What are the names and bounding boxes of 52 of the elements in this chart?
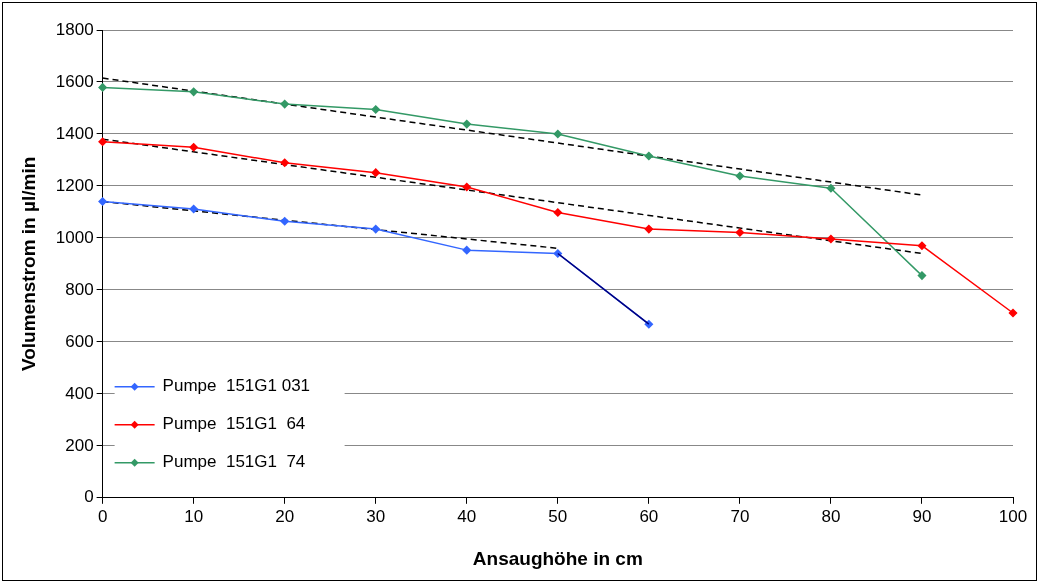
x-tick-label: 100 (998, 506, 1028, 526)
point (189, 142, 198, 152)
x-tick-label: 60 (639, 506, 659, 526)
x-tick-label: 80 (821, 506, 841, 526)
point (462, 245, 472, 255)
y-tick-label: 200 (65, 435, 94, 455)
point (189, 87, 198, 97)
x-tick-label: 20 (275, 506, 295, 526)
y-tick-label: 1000 (55, 227, 94, 247)
point (280, 217, 289, 226)
x-tick-label: 0 (97, 506, 108, 526)
point (735, 171, 745, 181)
y-tick-label: 400 (65, 383, 94, 403)
point (462, 119, 472, 129)
y-tick-label: 1200 (55, 175, 94, 195)
y-tick-label: 1600 (55, 71, 94, 91)
point (189, 204, 198, 214)
point (826, 184, 836, 193)
y-tick-label: 1400 (55, 123, 94, 143)
x-tick-label: 50 (548, 506, 568, 526)
y-tick-label: 0 (84, 487, 94, 507)
point (280, 99, 289, 109)
x-tick-label: 10 (184, 506, 204, 526)
x-axis-title: Ansaughöhe in cm (472, 547, 643, 569)
legend-label: Pumpe 151G1 74 (162, 452, 306, 472)
point (644, 151, 654, 161)
y-tick-label: 800 (65, 279, 94, 299)
point (826, 234, 836, 244)
point (553, 129, 563, 139)
point (917, 241, 927, 250)
x-tick-label: 90 (912, 506, 932, 526)
point (371, 168, 380, 177)
point (371, 105, 380, 114)
point (462, 182, 472, 192)
point (1008, 308, 1018, 318)
point (553, 208, 563, 217)
point (371, 224, 380, 234)
point (98, 83, 107, 92)
point (644, 224, 654, 234)
point (917, 271, 927, 280)
y-tick-label: 600 (65, 331, 94, 351)
legend-label: Pumpe 151G1 64 (162, 414, 306, 434)
x-tick-label: 40 (457, 506, 477, 526)
point (98, 197, 107, 206)
x-tick-label: 30 (366, 506, 386, 526)
legend-label: Pumpe 151G1 031 (162, 376, 311, 396)
point (280, 158, 289, 168)
point (98, 137, 107, 146)
point (735, 228, 745, 237)
y-axis-title: Volumenstrom in µl/min (17, 156, 39, 372)
x-tick-label: 70 (730, 506, 750, 526)
y-tick-label: 1800 (55, 19, 94, 39)
